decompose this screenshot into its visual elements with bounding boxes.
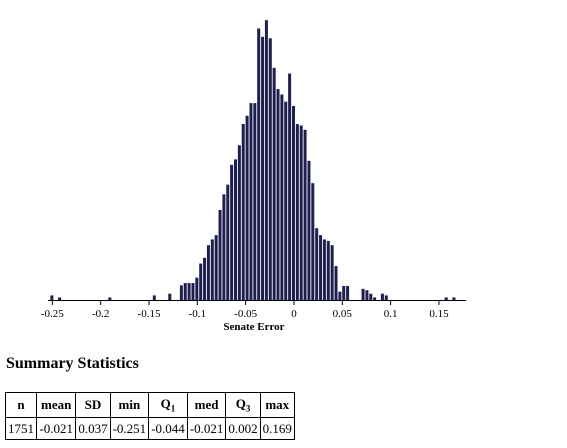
histogram-bar	[342, 285, 346, 300]
header-n: n	[5, 392, 37, 418]
histogram-bar	[249, 103, 253, 301]
header-med: med	[186, 392, 227, 418]
histogram-bar	[195, 277, 199, 300]
histogram-bar	[346, 285, 350, 300]
histogram-bar	[58, 297, 62, 300]
histogram-bar	[384, 295, 388, 300]
histogram-bar	[183, 283, 187, 300]
summary-statistics-title: Summary Statistics	[6, 355, 139, 372]
histogram-bar	[108, 297, 112, 300]
histogram-bar	[369, 293, 373, 300]
x-tick-label: 0.15	[429, 308, 449, 320]
x-axis-ticks: -0.25 -0.2 -0.15 -0.1 -0.05 0 0.05 0.1 0.15	[41, 300, 449, 320]
histogram-bar	[210, 239, 214, 300]
histogram-bar	[315, 228, 319, 300]
histogram-bar	[241, 124, 245, 300]
histogram-bar	[191, 283, 195, 300]
histogram-chart: -0.25 -0.2 -0.15 -0.1 -0.05 0 0.05 0.1 0.15 Sena…	[41, 20, 466, 333]
value-min: -0.251	[109, 417, 150, 440]
histogram-bar	[214, 235, 218, 300]
value-q1: -0.044	[148, 417, 188, 440]
histogram-bar	[230, 164, 234, 300]
histogram-bar	[234, 159, 237, 300]
histogram-bar	[261, 36, 265, 300]
histogram-bar	[295, 124, 299, 300]
x-tick-label: 0.1	[384, 308, 398, 320]
histogram-bar	[303, 129, 307, 300]
histogram-bar	[330, 245, 334, 300]
histogram-bar	[365, 290, 369, 300]
histogram-bar	[319, 235, 323, 300]
summary-header-row: n mean SD min Q1 med Q3 max	[5, 392, 295, 418]
histogram-bar	[257, 28, 261, 300]
header-q1-subscript: 1	[170, 403, 176, 414]
histogram-bar	[380, 293, 384, 300]
value-q3: 0.002	[225, 417, 261, 440]
summary-value-row: 1751 -0.021 0.037 -0.251 -0.044 -0.021 0…	[5, 417, 295, 440]
header-mean: mean	[35, 392, 77, 418]
histogram-bar	[179, 285, 183, 300]
histogram-bar	[199, 263, 203, 300]
histogram-bar	[222, 194, 226, 300]
histogram-bar	[307, 160, 311, 300]
histogram-bar	[284, 101, 288, 301]
histogram-bar	[322, 239, 326, 300]
histogram-bar	[50, 295, 54, 300]
histogram-bar	[253, 103, 257, 301]
x-tick-label: 0.05	[333, 308, 353, 320]
header-max: max	[259, 392, 295, 418]
header-q3: Q3	[225, 392, 261, 418]
value-sd: 0.037	[75, 417, 111, 440]
histogram-bar	[245, 115, 249, 300]
histogram-bar	[264, 20, 268, 301]
x-tick-label: 0	[291, 308, 297, 320]
histogram-bar	[280, 94, 284, 300]
histogram-bar	[237, 145, 241, 300]
x-tick-label: -0.25	[41, 308, 64, 320]
summary-statistics-table: n mean SD min Q1 med Q3 max 1751 -0.021 …	[5, 392, 295, 440]
header-q3-subscript: 3	[245, 403, 251, 414]
histogram-bar	[452, 297, 456, 300]
histogram-bar	[268, 38, 272, 300]
value-n: 1751	[5, 417, 37, 440]
histogram-bar	[291, 105, 295, 301]
x-tick-label: -0.1	[189, 308, 206, 320]
header-min: min	[109, 392, 150, 418]
histogram-bar	[206, 245, 210, 300]
histogram-bar	[361, 288, 365, 300]
value-max: 0.169	[259, 417, 295, 440]
value-med: -0.021	[186, 417, 227, 440]
value-mean: -0.021	[35, 417, 77, 440]
histogram-bar	[272, 67, 276, 300]
x-axis-title: Senate Error	[223, 321, 284, 333]
histogram-bar	[299, 125, 303, 300]
header-q1: Q1	[148, 392, 188, 418]
x-tick-label: -0.15	[138, 308, 161, 320]
histogram-bar	[288, 73, 292, 300]
header-sd: SD	[75, 392, 111, 418]
x-tick-label: -0.2	[92, 308, 109, 320]
header-q1-letter: Q	[160, 396, 171, 412]
histogram-bar	[338, 291, 342, 300]
histogram-bars	[50, 20, 456, 301]
x-tick-label: -0.05	[234, 308, 257, 320]
histogram-bar	[373, 297, 377, 300]
header-q3-letter: Q	[235, 396, 246, 412]
histogram-bar	[326, 240, 330, 300]
histogram-bar	[276, 89, 280, 300]
histogram-bar	[152, 295, 156, 300]
histogram-bar	[226, 184, 230, 300]
histogram-bar	[218, 209, 222, 300]
histogram-bar	[444, 297, 448, 300]
histogram-bar	[334, 266, 338, 300]
histogram-bar	[187, 283, 191, 300]
histogram-bar	[311, 183, 315, 300]
histogram-bar	[168, 293, 172, 300]
histogram-bar	[203, 257, 207, 300]
